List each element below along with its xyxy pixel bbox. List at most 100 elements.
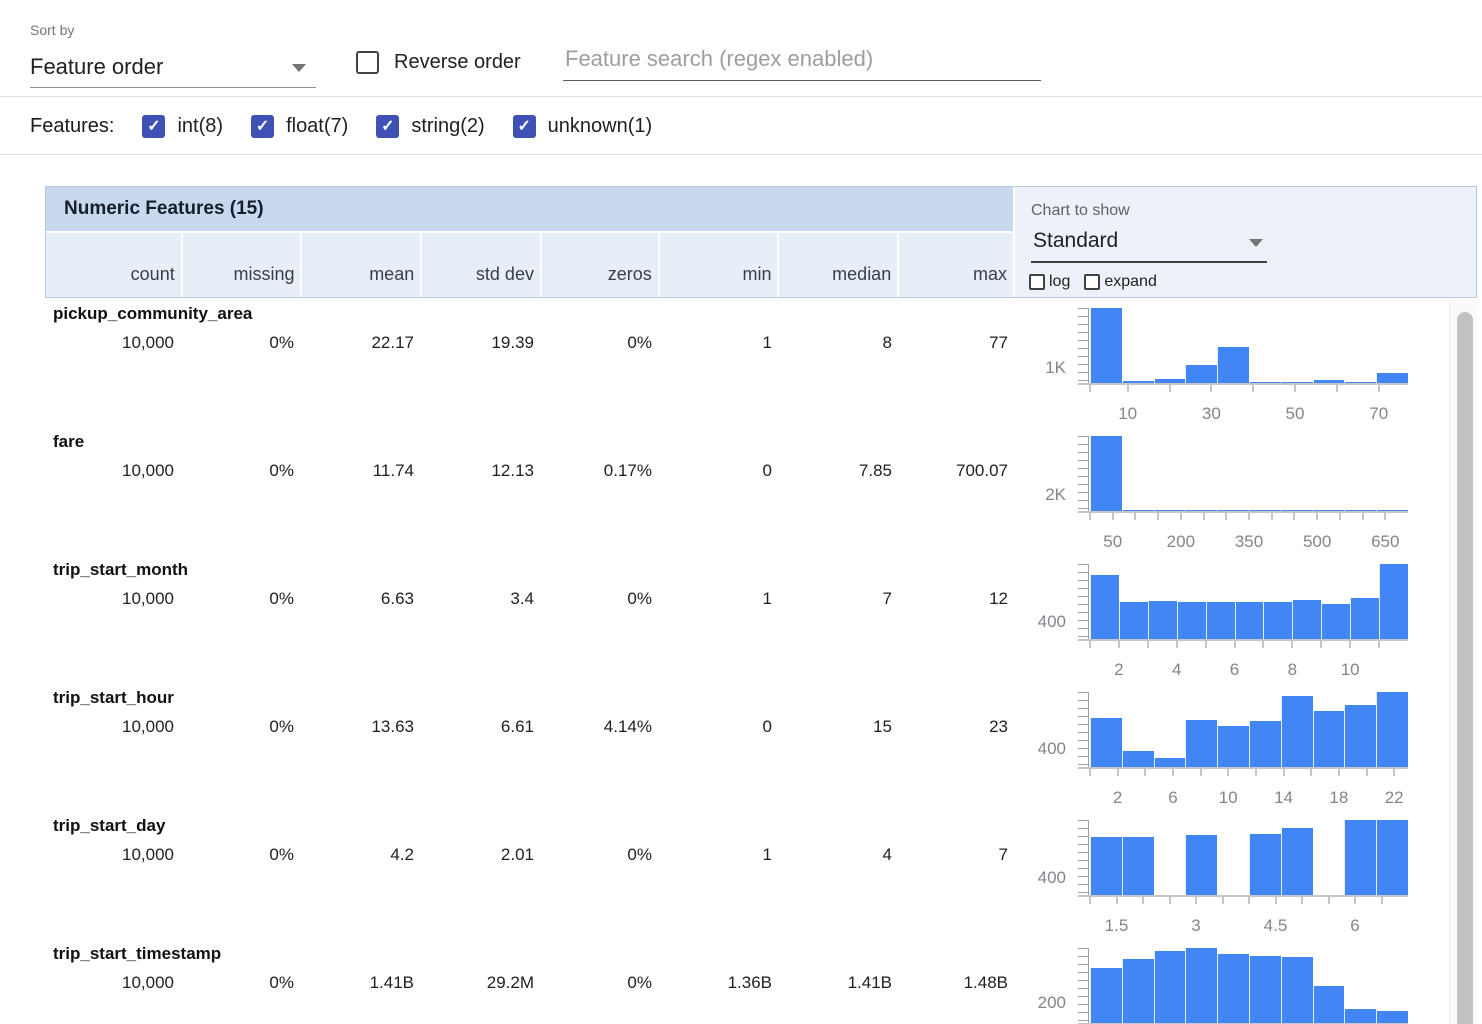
histogram-bar (1121, 510, 1154, 511)
histogram-tick-mark (1365, 767, 1368, 776)
stat-zeros: 0.17% (603, 461, 652, 480)
feature-type-options: int(8) float(7) string(2) unknown(1) (142, 114, 652, 138)
checkbox-checked-icon (251, 114, 275, 138)
histogram-tick-mark (1146, 639, 1149, 648)
histogram-tick-label: 18 (1329, 788, 1349, 807)
stat-median: 7 (882, 589, 892, 608)
feature-name: fare (53, 432, 85, 451)
stat-count: 10,000 (122, 333, 174, 352)
column-header-median: median (777, 233, 897, 297)
histogram-bar (1344, 382, 1377, 383)
log-checkbox[interactable]: log (1029, 273, 1070, 291)
chart-controls-panel: Chart to show Standard log expand (1013, 187, 1476, 297)
checkbox-unchecked-icon (356, 51, 379, 74)
histogram-bar (1185, 364, 1218, 383)
histogram-tick-mark (1089, 767, 1091, 776)
column-header-missing: missing (180, 233, 301, 297)
histogram-bar (1292, 600, 1322, 639)
search-input[interactable] (563, 40, 1041, 81)
stat-count: 10,000 (122, 973, 174, 992)
expand-checkbox[interactable]: expand (1084, 273, 1157, 291)
histogram-tick-label: 6 (1350, 916, 1360, 935)
stat-mean: 1.41B (369, 973, 414, 992)
histogram-tick-label: 3 (1191, 916, 1201, 935)
histogram-tick-mark (1262, 639, 1265, 648)
histogram-tick-mark (1168, 383, 1171, 392)
histogram-bar (1121, 959, 1154, 1023)
histogram-bar (1185, 948, 1218, 1023)
histogram-y-label: 200 (1037, 993, 1066, 1013)
feature-histogram: 400 2 6 10 14 18 22 (1014, 682, 1477, 810)
stat-zeros: 0% (627, 589, 652, 608)
reverse-order-checkbox[interactable]: Reverse order (356, 51, 521, 74)
histogram-bar (1321, 603, 1351, 639)
histogram-tick-label: 8 (1287, 660, 1298, 679)
vertical-scrollbar-track[interactable] (1449, 300, 1477, 1024)
histogram-y-axis (1078, 820, 1089, 895)
histogram-tick-mark (1361, 511, 1364, 520)
column-header-min: min (657, 233, 778, 297)
chart-type-select[interactable]: Standard (1031, 227, 1267, 263)
histogram-tick-mark (1270, 511, 1273, 520)
feature-name: trip_start_month (53, 560, 189, 579)
column-headers: count missing mean std dev zeros min median max (46, 233, 1013, 297)
stat-zeros: 4.14% (603, 717, 652, 736)
column-header-count: count (130, 264, 175, 284)
histogram-tick-label: 70 (1369, 404, 1389, 423)
stat-min: 1 (762, 845, 772, 864)
stat-max: 1.48B (963, 973, 1008, 992)
stat-std_dev: 19.39 (491, 333, 534, 352)
feature-type-checkbox-0[interactable]: int(8) (142, 114, 223, 138)
stat-max: 23 (989, 717, 1008, 736)
histogram-bar (1118, 602, 1148, 639)
histogram-tick-mark (1171, 767, 1174, 776)
feature-row: trip_start_timestamp 10,000 0% 1.41B 29.2M 0%… (45, 938, 1477, 1024)
histogram-tick-mark (1377, 383, 1380, 392)
histogram-bar (1153, 379, 1186, 383)
histogram-bar (1280, 696, 1313, 767)
histogram-tick-label: 6 (1168, 788, 1178, 807)
histogram-bar (1263, 601, 1293, 639)
histogram-tick-mark (1157, 511, 1160, 520)
histogram-tick-mark (1195, 895, 1197, 904)
histogram-bar (1185, 834, 1218, 895)
histogram-tick-mark (1116, 767, 1119, 776)
feature-stats: 10,000 0% 6.63 3.4 0% 1 7 12 (45, 589, 1477, 609)
histogram-bar (1121, 380, 1154, 383)
feature-row: trip_start_hour 10,000 0% 13.63 6.61 4.14% 0 15… (45, 682, 1477, 810)
stat-mean: 6.63 (380, 589, 414, 608)
stat-count: 10,000 (122, 717, 174, 736)
histogram-tick-label: 350 (1234, 532, 1264, 551)
features-label: Features: (30, 114, 115, 137)
feature-search (563, 40, 1041, 81)
stat-min: 1 (762, 333, 772, 352)
histogram-tick-mark (1089, 383, 1091, 392)
histogram-bar (1249, 510, 1281, 511)
histogram-bar (1147, 600, 1177, 639)
vertical-scrollbar-thumb[interactable] (1457, 312, 1473, 1024)
histogram-bar (1344, 1008, 1377, 1023)
stat-missing: 0% (269, 333, 294, 352)
table-title: Numeric Features (15) (46, 187, 1013, 233)
histogram-bar (1312, 986, 1345, 1023)
histogram-bar (1249, 382, 1281, 383)
histogram-tick-mark (1134, 511, 1137, 520)
feature-type-checkbox-1[interactable]: float(7) (251, 114, 348, 138)
histogram-tick-mark (1089, 511, 1091, 520)
histogram-tick-label: 22 (1384, 788, 1404, 807)
sort-by-select[interactable]: Feature order (30, 46, 316, 88)
histogram-bar (1185, 510, 1218, 511)
histogram-x-axis (1078, 639, 1408, 641)
feature-type-checkbox-2[interactable]: string(2) (376, 114, 485, 138)
stat-median: 4 (882, 845, 892, 864)
feature-type-checkbox-3[interactable]: unknown(1) (512, 114, 652, 138)
histogram-bar (1280, 957, 1313, 1023)
histogram-bar (1376, 692, 1408, 767)
stat-count: 10,000 (122, 845, 174, 864)
histogram-bar (1312, 510, 1345, 511)
histogram-bar (1312, 380, 1345, 383)
histogram-tick-mark (1301, 895, 1303, 904)
histogram-tick-mark (1338, 511, 1341, 520)
histogram-tick-label: 2 (1112, 788, 1123, 807)
histogram-tick-mark (1349, 639, 1352, 648)
